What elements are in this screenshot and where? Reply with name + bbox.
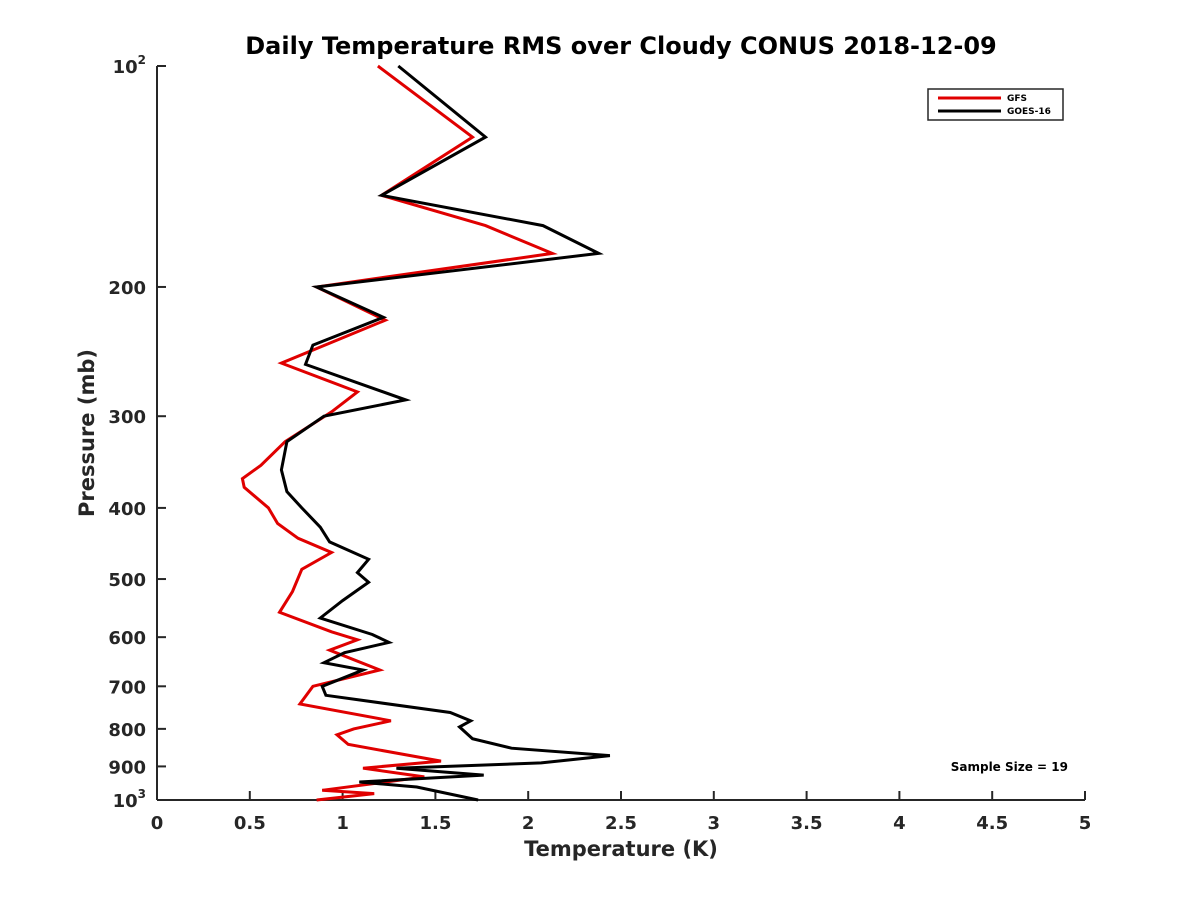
y-tick-label: 900 bbox=[108, 757, 146, 778]
x-tick-label: 1.5 bbox=[419, 813, 451, 834]
x-tick-label: 3 bbox=[708, 813, 721, 834]
x-tick-label: 0.5 bbox=[234, 813, 266, 834]
series-line-goes-16 bbox=[279, 64, 611, 802]
x-tick-label: 5 bbox=[1079, 813, 1092, 834]
series-line-gfs bbox=[240, 64, 558, 802]
x-axis-label: Temperature (K) bbox=[524, 837, 718, 861]
series-layer bbox=[240, 64, 611, 802]
sample-size-annotation: Sample Size = 19 bbox=[951, 760, 1068, 774]
legend: GFS GOES-16 bbox=[927, 88, 1064, 121]
y-tick-label: 200 bbox=[108, 278, 146, 299]
legend-label: GFS bbox=[1007, 94, 1027, 104]
x-tick-label: 1 bbox=[336, 813, 349, 834]
y-tick-label: 600 bbox=[108, 628, 146, 649]
y-tick-label: 400 bbox=[108, 499, 146, 520]
x-tick-label: 3.5 bbox=[791, 813, 823, 834]
y-tick-label: 103 bbox=[113, 787, 146, 812]
x-tick-label: 4.5 bbox=[976, 813, 1008, 834]
y-axis-label: Pressure (mb) bbox=[75, 349, 99, 517]
legend-box bbox=[927, 88, 1064, 121]
y-tick-label: 700 bbox=[108, 677, 146, 698]
x-tick-label: 4 bbox=[893, 813, 906, 834]
y-tick-label: 500 bbox=[108, 570, 146, 591]
y-tick-label: 300 bbox=[108, 407, 146, 428]
x-tick-label: 2.5 bbox=[605, 813, 637, 834]
x-tick-label: 0 bbox=[151, 813, 164, 834]
x-tick-label: 2 bbox=[522, 813, 535, 834]
chart-title: Daily Temperature RMS over Cloudy CONUS … bbox=[245, 32, 997, 60]
y-tick-label: 102 bbox=[113, 53, 146, 78]
axes: 0 0.5 1 1.5 2 2.5 3 3.5 4 4.5 5 102 200 300 400 500 600 7… bbox=[108, 53, 1091, 834]
legend-label: GOES-16 bbox=[1007, 107, 1051, 117]
y-tick-label: 800 bbox=[108, 720, 146, 741]
